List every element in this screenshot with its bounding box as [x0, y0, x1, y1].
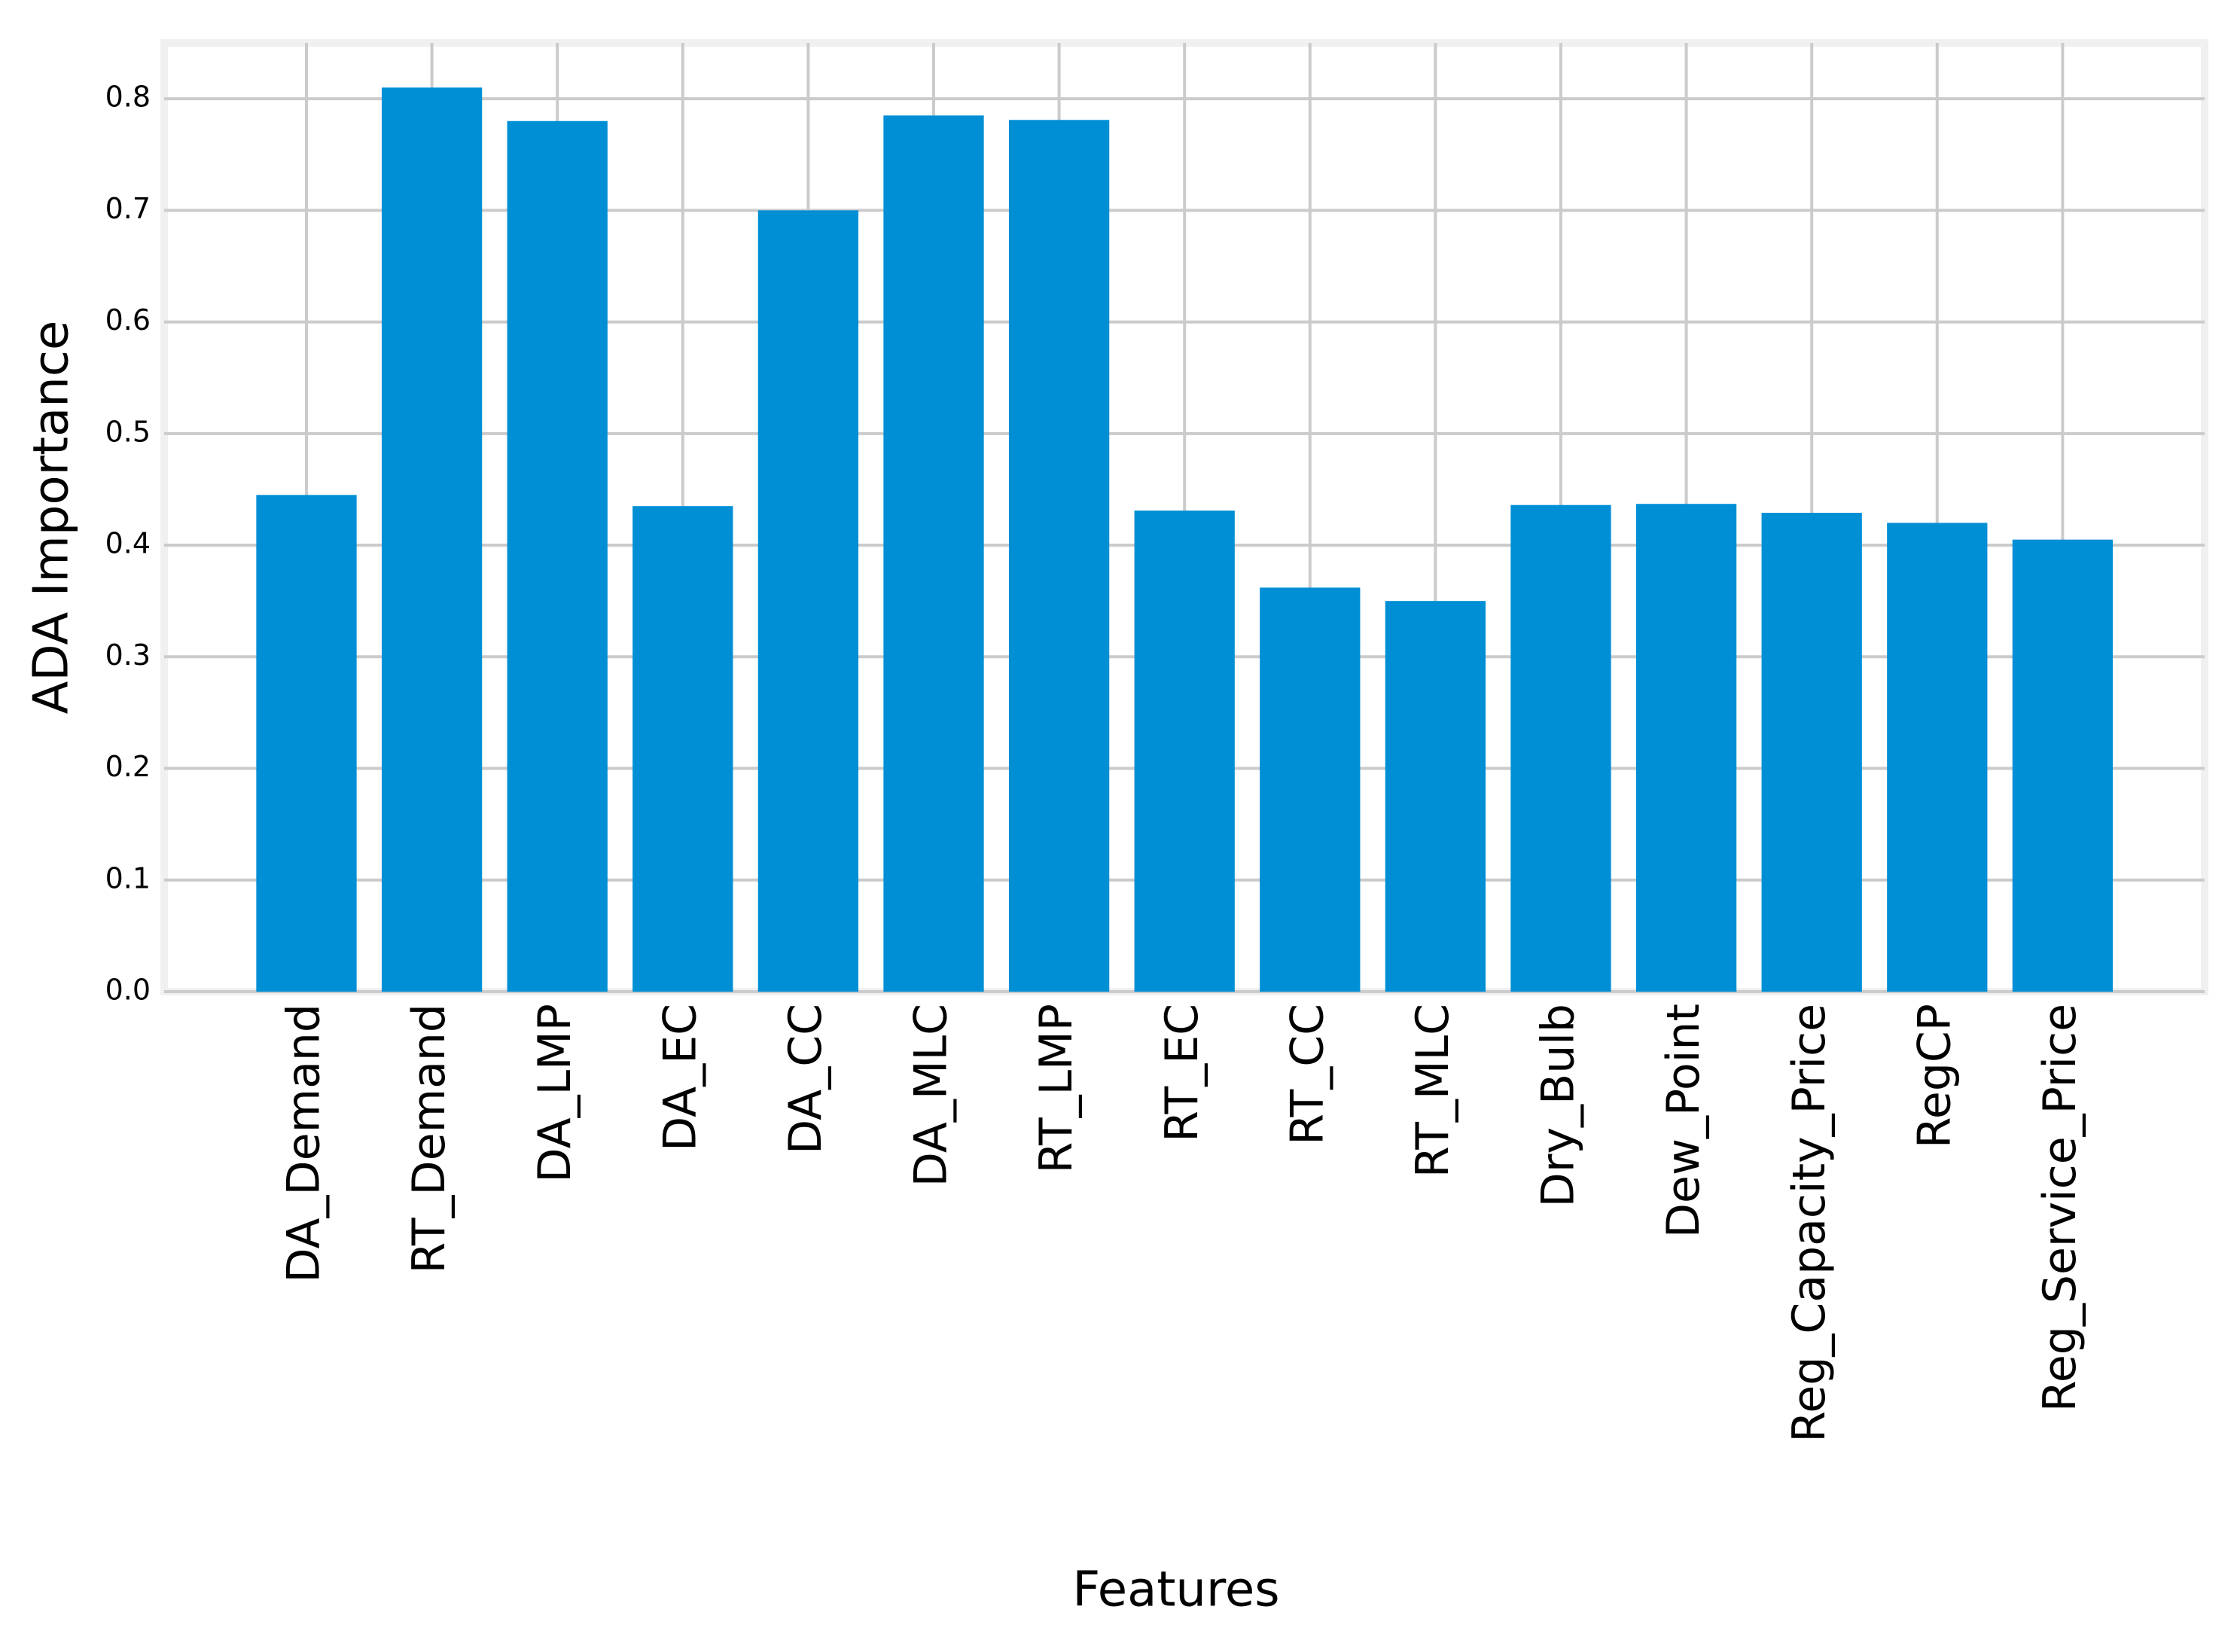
x-tick-label: RT_Demand	[403, 1004, 456, 1273]
x-tick-label: DA_LMP	[529, 1004, 581, 1183]
x-tick-label: DA_EC	[654, 1004, 706, 1151]
x-tick-label: RT_CC	[1281, 1004, 1333, 1145]
bar	[632, 506, 733, 992]
x-tick-label: DA_Demand	[278, 1004, 331, 1283]
x-tick-label: RT_EC	[1156, 1004, 1208, 1142]
bar	[507, 120, 608, 992]
bar	[1008, 120, 1110, 992]
x-tick-label: Dry_Bulb	[1532, 1004, 1585, 1207]
y-tick-label: 0.1	[105, 861, 151, 895]
bar	[1887, 523, 1988, 992]
bar	[1635, 504, 1737, 992]
bar	[1385, 601, 1486, 992]
x-tick-label: Dew_Point	[1657, 1004, 1710, 1238]
x-axis-label: Features	[1072, 1562, 1279, 1618]
y-tick-label: 0.8	[105, 81, 151, 114]
bar	[2012, 539, 2114, 992]
bar	[883, 115, 984, 992]
y-tick-label: 0.2	[105, 750, 151, 783]
y-tick-label: 0.0	[105, 974, 151, 1007]
bar	[381, 87, 483, 992]
y-tick-label: 0.5	[105, 415, 151, 448]
x-tick-label: RT_MLC	[1407, 1004, 1459, 1178]
y-tick-label: 0.6	[105, 303, 151, 337]
bar	[256, 495, 357, 992]
y-tick-label: 0.3	[105, 639, 151, 672]
bar	[1761, 513, 1862, 992]
x-tick-label: RegCP	[1908, 1004, 1961, 1148]
y-tick-label: 0.4	[105, 527, 151, 560]
x-tick-label: Reg_Service_Price	[2034, 1004, 2086, 1412]
x-tick-label: DA_MLC	[905, 1004, 958, 1187]
y-axis-label: ADA Importance	[24, 321, 80, 715]
x-tick-label: DA_CC	[779, 1004, 832, 1154]
y-tick-label: 0.7	[105, 192, 151, 225]
x-tick-label: Reg_Capacity_Price	[1783, 1004, 1836, 1443]
bar	[1134, 511, 1235, 992]
x-tick-label: RT_LMP	[1030, 1004, 1083, 1173]
bar	[1260, 587, 1361, 992]
bar	[757, 210, 859, 992]
bar	[1510, 504, 1611, 992]
